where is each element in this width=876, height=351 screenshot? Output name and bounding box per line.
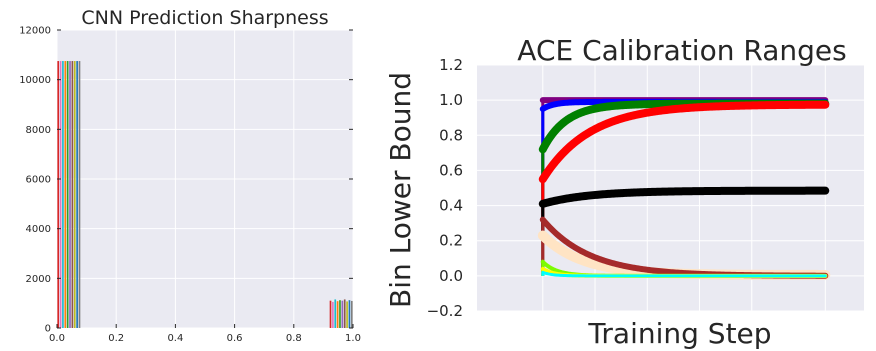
y-tick-labels: 0 2000 4000 6000 8000 10000 12000 [19, 26, 51, 335]
x-tick-label: 0.8 [286, 333, 302, 344]
chart-title: CNN Prediction Sharpness [81, 7, 328, 29]
sharpness-histogram: 0.0 0.2 0.4 0.6 0.8 1.0 0 2000 4000 6000 8000 1000… [19, 7, 361, 344]
bar [350, 300, 353, 328]
series-line [538, 186, 830, 208]
series-line [541, 270, 827, 278]
y-tick-label: 0.8 [439, 126, 463, 144]
bars [57, 61, 353, 329]
series-lines [537, 97, 831, 280]
bar [78, 61, 81, 329]
y-tick-label: −0.2 [427, 302, 463, 320]
bar [57, 61, 60, 329]
x-tick-label: 0.6 [227, 333, 243, 344]
tick-marks [56, 29, 354, 329]
y-tick-label: 0.6 [439, 161, 463, 179]
chart-title: ACE Calibration Ranges [517, 34, 846, 67]
bar [66, 61, 69, 329]
bar [73, 61, 76, 329]
y-tick-label: 10000 [19, 75, 51, 86]
x-tick-label: 0.4 [167, 333, 183, 344]
bar [336, 301, 339, 328]
y-axis-label: Bin Lower Bound [384, 72, 417, 308]
y-tick-label: 0.2 [439, 232, 463, 250]
x-tick-label: 0.2 [108, 333, 124, 344]
y-tick-label: 0.0 [439, 267, 463, 285]
y-tick-label: 2000 [26, 274, 51, 285]
bar [341, 300, 344, 328]
y-tick-label: 0 [45, 324, 51, 335]
bar [76, 61, 78, 329]
bar [64, 61, 67, 329]
y-tick-label: 1.2 [439, 56, 463, 74]
bar [346, 301, 348, 328]
series-line [538, 100, 830, 184]
y-tick-label: 1.0 [439, 91, 463, 109]
bar [329, 300, 332, 328]
bar [69, 61, 71, 329]
bar [59, 61, 62, 329]
bar [343, 299, 346, 328]
x-tick-label: 1.0 [345, 333, 361, 344]
gridlines [56, 29, 354, 329]
y-tick-label: 4000 [26, 224, 51, 235]
y-tick-label: 8000 [26, 125, 51, 136]
bar [71, 61, 74, 329]
bar [348, 300, 351, 328]
x-tick-labels: 0.0 0.2 0.4 0.6 0.8 1.0 [49, 333, 361, 344]
bar [62, 61, 64, 329]
x-tick-label: 0.0 [49, 333, 65, 344]
ace-calibration-chart: −0.2 0.0 0.2 0.4 0.6 0.8 1.0 1.2 ACE Calibratio… [384, 34, 864, 350]
y-tick-label: 0.4 [439, 197, 463, 215]
y-tick-label: 6000 [26, 175, 51, 186]
bar [334, 299, 337, 328]
bar [339, 300, 341, 328]
y-tick-labels: −0.2 0.0 0.2 0.4 0.6 0.8 1.0 1.2 [427, 56, 463, 320]
bar [332, 301, 334, 328]
y-tick-label: 12000 [19, 26, 51, 37]
x-axis-label: Training Step [587, 317, 771, 350]
